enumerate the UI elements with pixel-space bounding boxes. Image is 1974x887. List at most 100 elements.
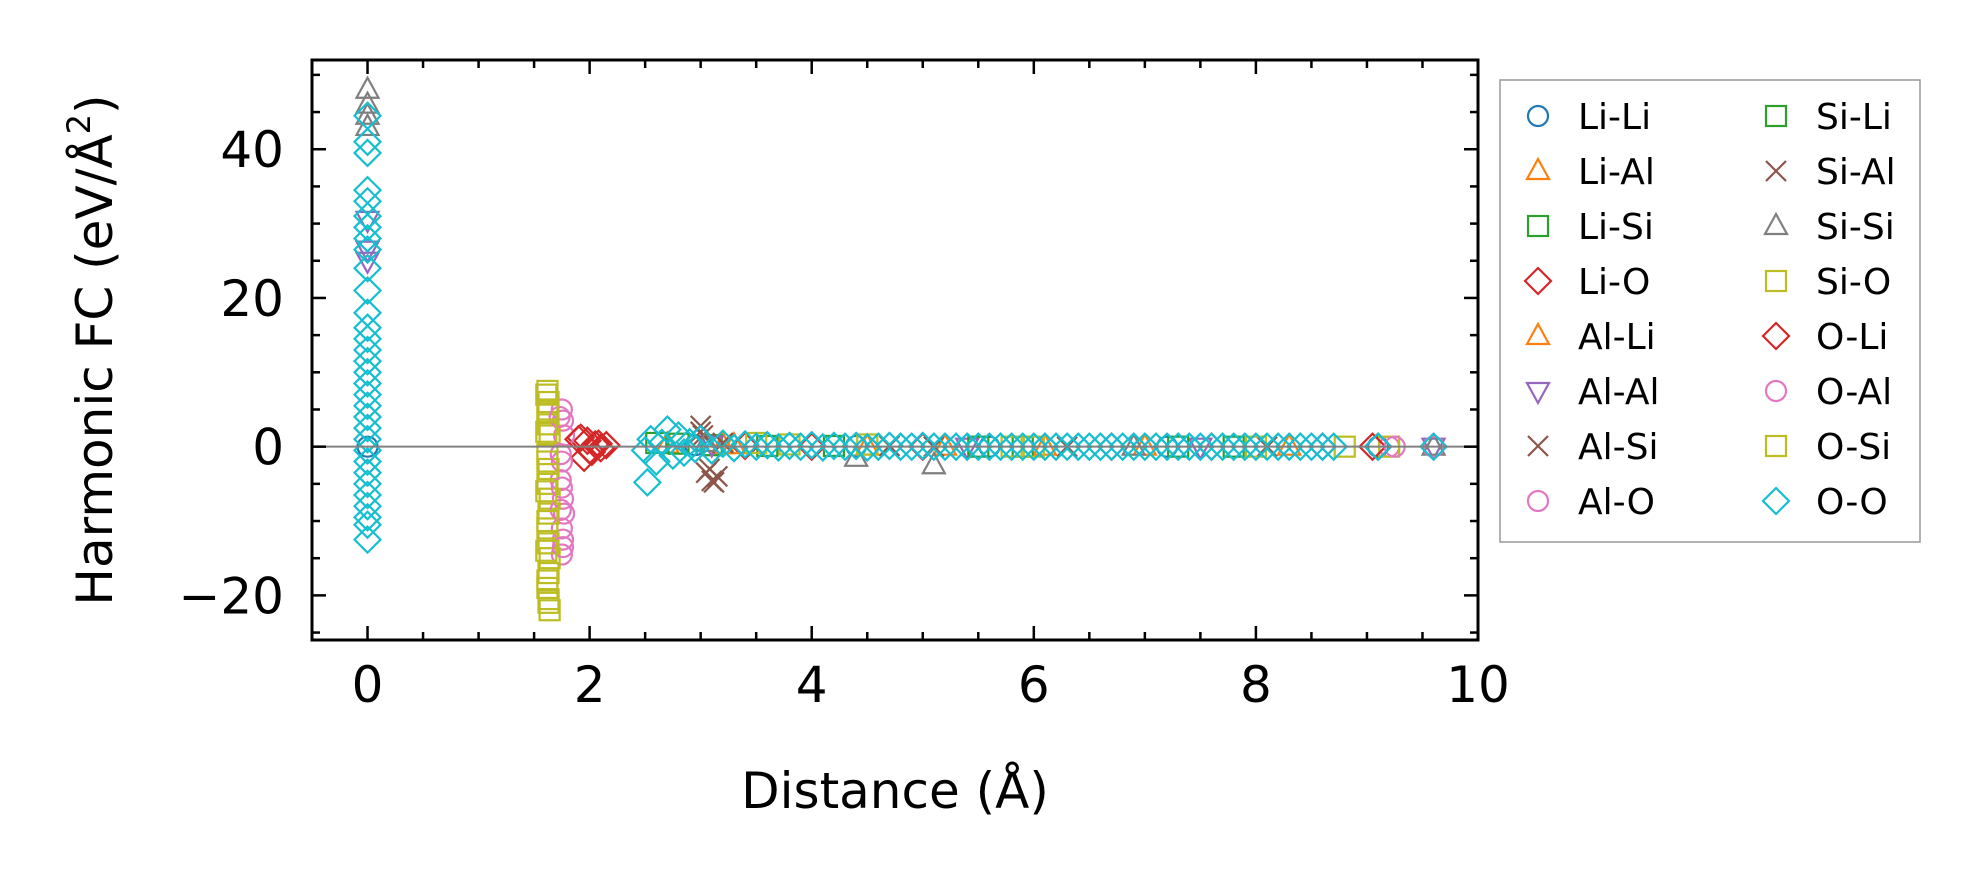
y-axis-title: Harmonic FC (eV/Å2) [60, 94, 124, 605]
data-point-al-li [932, 432, 958, 456]
x-axis-title: Distance (Å) [741, 762, 1049, 820]
data-point-o-o [908, 431, 938, 461]
data-point-o-o [352, 446, 383, 477]
legend-label: Al-Si [1578, 427, 1658, 468]
legend-marker [1526, 214, 1550, 238]
data-point-o-o [632, 467, 662, 497]
data-point-o-al [551, 535, 575, 559]
y-tick-label: 40 [220, 121, 284, 179]
legend-label: Si-O [1816, 262, 1891, 303]
data-point-o-o [708, 429, 738, 459]
data-point-o-o [352, 380, 383, 410]
y-axis-title-superscript: 2 [60, 114, 98, 134]
data-point-al-o [552, 502, 576, 525]
legend-label: O-Li [1816, 317, 1888, 358]
data-point-si-o [537, 502, 560, 525]
legend-label: Si-Al [1816, 152, 1896, 193]
data-point-o-li [1357, 432, 1388, 462]
data-point-o-o [752, 430, 782, 460]
data-point-o-o [741, 432, 771, 462]
legend-marker [1526, 104, 1550, 128]
data-point-si-o [536, 379, 559, 402]
data-point-o-si [535, 480, 558, 503]
y-tick-label: 0 [252, 419, 284, 477]
legend-marker [1525, 381, 1551, 406]
data-point-o-si [535, 383, 558, 406]
data-point-si-si [354, 101, 381, 125]
data-point-o-al [550, 476, 573, 499]
legend-marker [1761, 321, 1791, 351]
data-point-o-si [536, 450, 559, 473]
data-point-si-si [354, 90, 381, 114]
data-point-o-o [1319, 432, 1349, 462]
data-point-o-o [1119, 432, 1149, 462]
y-axis-title-close: ) [66, 94, 124, 114]
data-point-o-o [352, 424, 383, 454]
legend-marker [1525, 156, 1551, 181]
data-point-o-o [1174, 432, 1204, 462]
data-point-o-o [874, 431, 905, 461]
data-point-li-al [1032, 432, 1058, 456]
x-tick-label: 2 [574, 656, 606, 714]
data-point-o-o [352, 525, 383, 555]
legend-marker [1523, 266, 1553, 296]
data-point-si-o [536, 472, 559, 495]
data-point-al-o [550, 543, 573, 566]
data-point-o-o [1274, 432, 1304, 462]
data-point-o-o [974, 432, 1004, 462]
data-point-o-o [997, 432, 1027, 462]
data-point-o-o [352, 201, 383, 231]
data-point-o-o [1108, 432, 1138, 462]
data-point-o-o [863, 432, 893, 462]
data-point-o-o [952, 432, 982, 462]
legend-label: Li-Li [1578, 97, 1651, 138]
data-point-o-o [763, 432, 793, 462]
y-tick-label: 20 [220, 270, 284, 328]
data-point-si-o [537, 390, 560, 414]
data-point-o-o [963, 432, 993, 462]
data-point-o-o [897, 432, 927, 462]
data-point-o-o [730, 429, 760, 459]
data-point-o-o [985, 432, 1016, 462]
data-point-o-o [808, 432, 838, 462]
data-point-si-si [921, 450, 947, 475]
data-point-o-o [352, 138, 383, 168]
legend-label: Al-Li [1578, 317, 1656, 358]
data-point-o-o [930, 432, 960, 462]
data-point-o-o [352, 510, 383, 540]
data-point-si-o [537, 532, 560, 555]
x-tick-label: 4 [796, 656, 828, 714]
data-point-o-o [1052, 432, 1082, 462]
data-point-o-o [1074, 432, 1104, 462]
data-point-o-o [1041, 432, 1071, 462]
data-point-al-o [550, 517, 573, 540]
data-point-o-o [919, 432, 949, 462]
legend-marker [1764, 434, 1788, 458]
data-point-o-li [583, 429, 614, 459]
axis-tick-labels: 0 2 4 6 8 10 −20 0 20 40 [178, 121, 1509, 714]
data-point-al-o [549, 469, 572, 492]
data-point-o-o [352, 368, 383, 399]
data-point-li-o [591, 430, 621, 460]
legend-marker [1764, 379, 1788, 403]
data-point-o-o [352, 235, 383, 265]
legend-label: Al-Al [1578, 372, 1659, 413]
data-point-o-o [1185, 432, 1215, 462]
legend-marker [1526, 489, 1550, 513]
data-point-si-o [537, 457, 560, 481]
data-point-si-al [698, 458, 721, 480]
data-point-o-o [1363, 432, 1393, 462]
data-point-o-al [549, 498, 572, 521]
legend-label: Li-Al [1578, 152, 1655, 193]
data-point-li-o [572, 426, 602, 456]
legend: Li-Li Li-Al Li-Si Li-O Al-Li Al-Al Al-Si Al-O Si… [1499, 79, 1921, 543]
data-point-o-o [1030, 432, 1060, 462]
data-point-si-si [354, 112, 381, 137]
data-point-o-o [1008, 432, 1038, 462]
legend-marker [1525, 321, 1551, 346]
data-point-o-o [352, 324, 383, 354]
legend-label: Si-Li [1816, 97, 1892, 138]
data-point-si-si [1120, 432, 1147, 456]
